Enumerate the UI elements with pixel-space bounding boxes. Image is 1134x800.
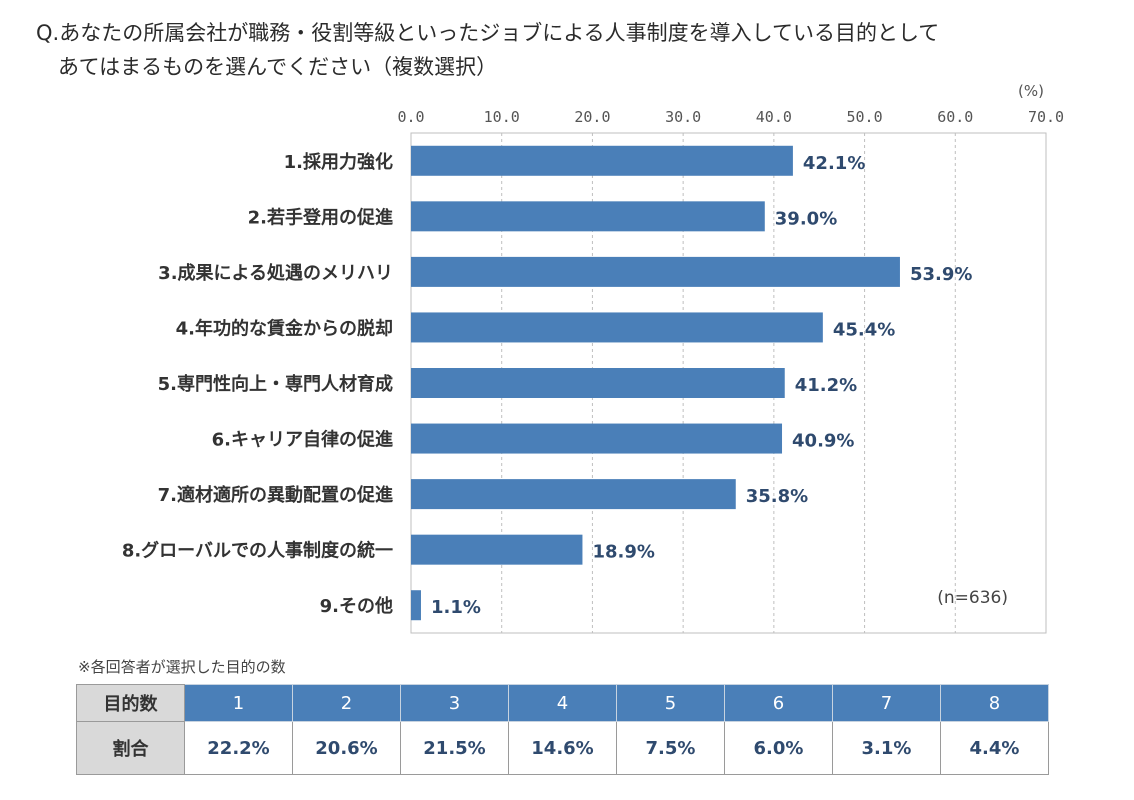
value-label: 45.4% [833, 319, 895, 340]
value-label: 41.2% [795, 375, 857, 396]
category-label: 1.採用力強化 [284, 151, 393, 173]
question-title: Q.あなたの所属会社が職務・役割等級といったジョブによる人事制度を導入している目… [36, 16, 939, 84]
bar [411, 145, 793, 176]
count-cell: 8 [940, 684, 1049, 722]
x-tick-label: 0.0 [397, 108, 424, 126]
x-tick-label: 40.0 [756, 108, 792, 126]
count-cell: 6 [724, 684, 833, 722]
x-tick-label: 60.0 [937, 108, 973, 126]
count-cell: 5 [616, 684, 725, 722]
bar [411, 534, 583, 565]
x-tick-label: 30.0 [665, 108, 701, 126]
bar [411, 201, 765, 232]
bar [411, 590, 421, 621]
share-cell: 21.5% [400, 721, 509, 775]
distribution-header-label: 目的数 [76, 684, 185, 722]
distribution-header-row: 目的数 1 2 3 4 5 6 7 8 [76, 684, 1049, 722]
category-label: 7.適材適所の異動配置の促進 [158, 484, 393, 506]
x-tick-label: 10.0 [484, 108, 520, 126]
bar-chart: 0.0 10.0 20.0 30.0 40.0 50.0 60.0 70.0 (%) 1.採用力強… [122, 82, 1064, 634]
count-cell: 2 [292, 684, 401, 722]
question-title-line2: あてはまるものを選んでください（複数選択） [58, 55, 498, 79]
sample-size-note: (n=636) [937, 588, 1008, 608]
question-title-line1: Q.あなたの所属会社が職務・役割等級といったジョブによる人事制度を導入している目… [36, 21, 940, 45]
distribution-note: ※各回答者が選択した目的の数 [78, 658, 286, 676]
category-label: 9.その他 [320, 595, 393, 617]
x-tick-label: 70.0 [1028, 108, 1064, 126]
x-tick-label: 50.0 [847, 108, 883, 126]
share-cell: 3.1% [832, 721, 941, 775]
share-cell: 6.0% [724, 721, 833, 775]
value-label: 35.8% [746, 486, 808, 507]
share-cell: 4.4% [940, 721, 1049, 775]
share-cell: 7.5% [616, 721, 725, 775]
category-label: 5.専門性向上・専門人材育成 [158, 373, 393, 395]
category-label: 6.キャリア自律の促進 [212, 429, 393, 451]
unit-label: (%) [1018, 82, 1044, 100]
value-label: 1.1% [431, 597, 481, 618]
value-label: 40.9% [792, 431, 854, 452]
category-label: 2.若手登用の促進 [248, 206, 393, 228]
distribution-table: 目的数 1 2 3 4 5 6 7 8 割合 22.2% 20.6% 21.5%… [76, 684, 1049, 775]
bar [411, 479, 736, 510]
count-cell: 3 [400, 684, 509, 722]
bar [411, 256, 900, 287]
share-cell: 22.2% [184, 721, 293, 775]
value-label: 53.9% [910, 264, 972, 285]
share-cell: 20.6% [292, 721, 401, 775]
value-label: 39.0% [775, 208, 837, 229]
x-tick-label: 20.0 [574, 108, 610, 126]
category-label: 3.成果による処遇のメリハリ [158, 262, 393, 284]
value-label: 42.1% [803, 153, 865, 174]
distribution-value-row: 割合 22.2% 20.6% 21.5% 14.6% 7.5% 6.0% 3.1… [76, 721, 1049, 775]
category-label: 4.年功的な賃金からの脱却 [176, 317, 393, 339]
distribution-row-label: 割合 [76, 721, 185, 775]
bar [411, 368, 785, 398]
share-cell: 14.6% [508, 721, 617, 775]
bar [411, 423, 783, 454]
value-label: 18.9% [592, 542, 654, 563]
count-cell: 4 [508, 684, 617, 722]
count-cell: 7 [832, 684, 941, 722]
bar [411, 312, 823, 343]
count-cell: 1 [184, 684, 293, 722]
category-label: 8.グローバルでの人事制度の統一 [122, 540, 393, 562]
